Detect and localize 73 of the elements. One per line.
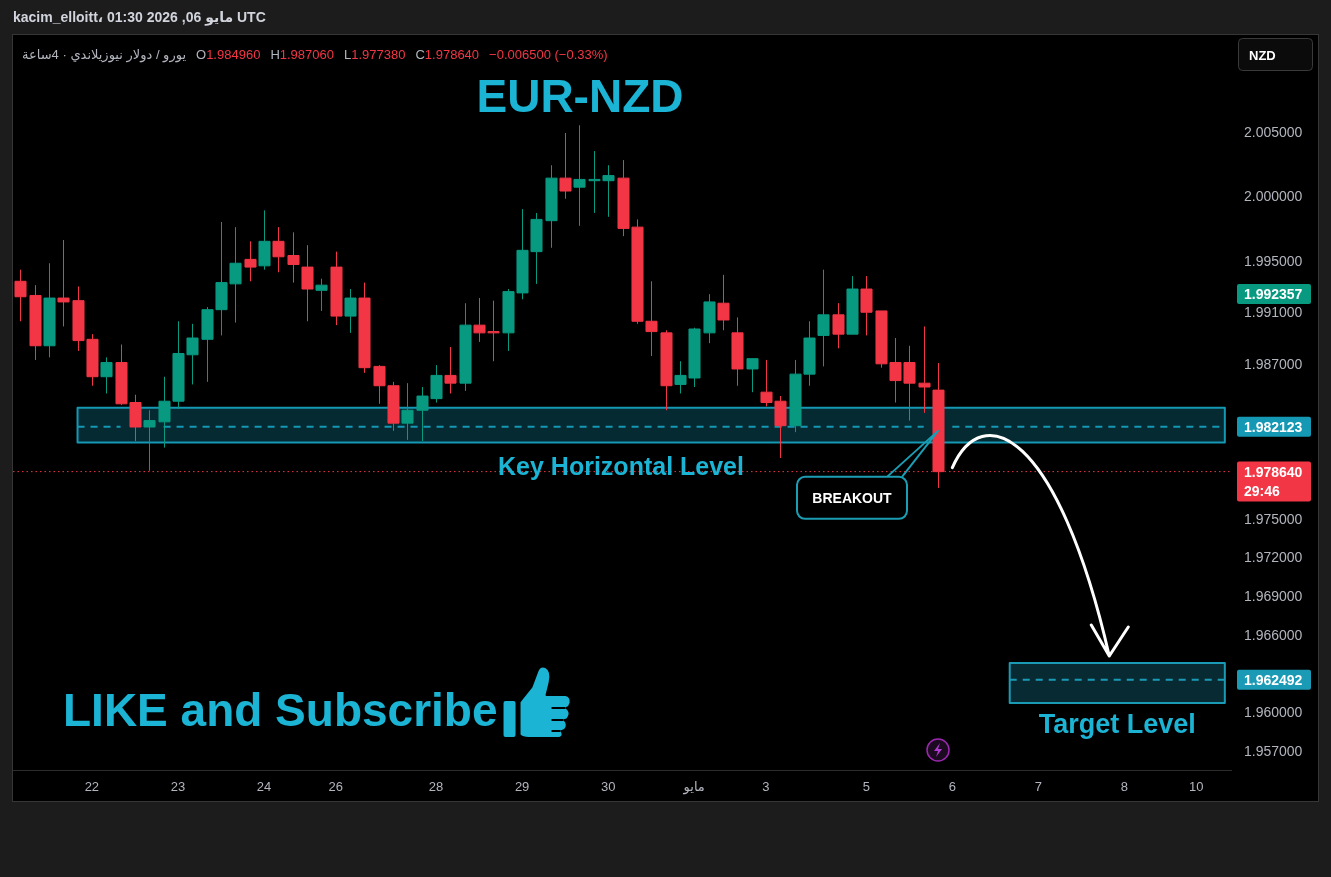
candlestick (301, 244, 314, 322)
y-tick-label: 1.987000 (1244, 355, 1303, 372)
x-tick-label: 5 (862, 778, 870, 794)
y-tick-label: 2.000000 (1244, 188, 1303, 205)
x-tick-label: 10 (1188, 778, 1204, 794)
candlestick (57, 239, 70, 327)
annotation: L1.977380 (344, 46, 406, 62)
y-tick-label: 1.966000 (1244, 626, 1303, 643)
y-tick-label: 1.957000 (1244, 742, 1303, 759)
x-tick-label: 26 (328, 778, 343, 794)
annotation: Target Level (1038, 708, 1196, 739)
y-tick-label: 1.975000 (1244, 510, 1303, 527)
annotation: C1.978640 (415, 46, 480, 62)
candlestick (330, 251, 343, 326)
candlestick (100, 356, 113, 394)
candlestick (731, 316, 744, 387)
annotation: O1.984960 (196, 46, 261, 62)
data-label: 1.962492 (1244, 671, 1303, 688)
annotation: −0.006500 (−0.33%) (489, 46, 608, 62)
x-tick-label: 30 (600, 778, 616, 794)
candlestick (287, 231, 300, 284)
annotation: LIKE and Subscribe (63, 684, 498, 736)
candlestick (43, 262, 56, 358)
candlestick (746, 358, 759, 393)
candlestick (717, 274, 730, 331)
x-tick-label: 6 (948, 778, 956, 794)
candlestick (703, 293, 716, 344)
y-tick-label: 2.005000 (1244, 123, 1303, 140)
candlestick (143, 409, 156, 472)
candlestick (401, 382, 414, 441)
candlestick (846, 275, 859, 335)
y-axis-title: NZD (1249, 47, 1276, 63)
candlestick (29, 284, 42, 361)
candlestick (660, 329, 673, 411)
candlestick (258, 209, 271, 271)
x-tick-label: 22 (84, 778, 100, 794)
x-tick-label: 8 (1120, 778, 1129, 794)
candlestick (459, 302, 472, 392)
candlestick (272, 226, 285, 273)
annotation: H1.987060 (270, 46, 334, 62)
y-tick-label: 1.960000 (1244, 703, 1303, 720)
data-label: 1.982123 (1244, 418, 1303, 435)
annotation: BREAKOUT (812, 489, 893, 506)
candlestick (244, 240, 257, 282)
candlestick (559, 132, 572, 200)
x-tick-label: مايو (682, 778, 705, 795)
candlestick (573, 124, 586, 227)
text: EUR-NZD (476, 70, 684, 122)
x-tick-label: 28 (428, 778, 444, 794)
ref-line-label: 1.978640 29:46 (1244, 463, 1303, 499)
y-tick-label: 1.969000 (1244, 587, 1303, 604)
candlestick (358, 282, 371, 374)
candlestick (918, 325, 931, 414)
y-tick-label: 1.991000 (1244, 304, 1303, 321)
candlestick (817, 269, 830, 367)
annotation: Key Horizontal Level (498, 452, 744, 481)
y-tick-label: 1.972000 (1244, 549, 1303, 566)
x-tick-label: 29 (514, 778, 530, 794)
candlestick (14, 269, 27, 322)
text: kacim_elloitt، مايو 06, 2026 01:30 UTC (13, 9, 266, 26)
text: 1.992357 (1244, 286, 1303, 302)
candlestick (545, 164, 558, 249)
candlestick (315, 278, 328, 312)
candlestick (344, 288, 357, 334)
candlestick (860, 275, 873, 336)
candlestick (832, 302, 845, 349)
y-tick-label: 1.995000 (1244, 252, 1303, 269)
x-tick-label: 3 (762, 778, 770, 794)
x-tick-label: 24 (256, 778, 272, 794)
candlestick (444, 346, 457, 394)
text: يورو / دولار نيوزيلاندي · 4ساعة (22, 46, 187, 63)
x-tick-label: 23 (170, 778, 186, 794)
x-tick-label: 7 (1034, 778, 1043, 794)
